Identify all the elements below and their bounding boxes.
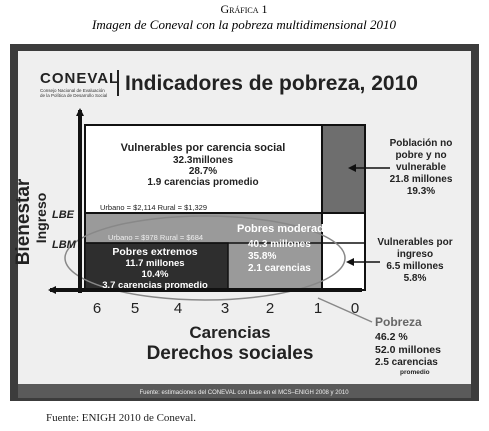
figure-title: Imagen de Coneval con la pobreza multidi… <box>91 17 396 32</box>
region-text: 35.8% <box>248 251 276 262</box>
region-text: 40.3 millones <box>248 239 311 250</box>
x-tick-label: 3 <box>221 300 229 317</box>
line-label: LBE <box>52 209 75 221</box>
pobres-moderados: Pobres moderados 40.3 millones 35.8% 2.1… <box>237 223 337 274</box>
region-text: Población no <box>390 138 453 149</box>
logo-subtitle: de la Política de Desarrollo Social <box>40 93 107 98</box>
logo-subtitle: Consejo Nacional de Evaluación <box>40 88 105 93</box>
figure-source: Fuente: ENIGH 2010 de Coneval. <box>46 412 196 424</box>
region-text: pobre y no <box>395 150 446 161</box>
region-text: 52.0 millones <box>375 344 441 356</box>
region-text: ingreso <box>397 249 433 260</box>
pobres-extremos: Pobres extremos 11.7 millones 10.4% 3.7 … <box>102 246 208 291</box>
slide-title: Indicadores de pobreza, 2010 <box>125 72 418 95</box>
y-axis-label: Bienestar <box>13 178 34 265</box>
slide-footer <box>18 384 471 398</box>
pobreza-connector <box>317 297 373 323</box>
x-tick-label: 6 <box>93 300 101 317</box>
region-text: promedio <box>400 369 430 376</box>
region-title: Pobres moderados <box>237 223 337 235</box>
region-text: 5.8% <box>404 273 427 284</box>
x-tick-label: 2 <box>266 300 274 317</box>
region-text: 2.1 carencias <box>248 263 311 274</box>
vulnerables-ingreso: Vulnerables por ingreso 6.5 millones 5.8… <box>377 237 452 284</box>
region-text: 32.3millones <box>173 155 233 166</box>
threshold-label: Urbano = $978 Rural = $684 <box>108 233 203 242</box>
x-tick-label: 4 <box>174 300 182 317</box>
region-title: Vulnerables por carencia social <box>121 142 286 154</box>
region-text: 28.7% <box>189 166 217 177</box>
region-title: Pobreza <box>375 315 422 329</box>
vulnerables-carencia: Vulnerables por carencia social 32.3mill… <box>121 142 286 188</box>
y-axis-label: Ingreso <box>33 193 49 244</box>
region-text: 2.5 carencias <box>375 357 438 368</box>
x-tick-label: 1 <box>314 300 322 317</box>
region-text: 46.2 % <box>375 331 408 343</box>
region-text: vulnerable <box>396 162 446 173</box>
x-tick-label: 0 <box>351 300 359 317</box>
pobreza: Pobreza 46.2 % 52.0 millones 2.5 carenci… <box>375 315 441 376</box>
x-axis-label: Carencias <box>189 323 270 342</box>
region-text: 21.8 millones <box>390 174 453 185</box>
region-text: Vulnerables por <box>377 237 452 248</box>
threshold-label: Urbano = $2,114 Rural = $1,329 <box>100 203 207 212</box>
x-tick-label: 5 <box>131 300 139 317</box>
slide-source: Fuente: estimaciones del CONEVAL con bas… <box>139 390 349 396</box>
line-label: LBM <box>52 239 77 251</box>
region-title: Pobres extremos <box>112 246 197 258</box>
region-text: 10.4% <box>142 269 169 280</box>
no-pobre: Población no pobre y no vulnerable 21.8 … <box>390 138 453 197</box>
region-text: 1.9 carencias promedio <box>147 177 258 188</box>
region-text: 3.7 carencias promedio <box>102 280 208 291</box>
x-axis-label: Derechos sociales <box>147 343 314 364</box>
x-ticks: 6 5 4 3 2 1 0 <box>93 300 359 317</box>
no-pobre-box <box>321 124 366 214</box>
region-text: 6.5 millones <box>386 261 444 272</box>
pobreza-ellipse <box>64 215 346 301</box>
region-text: 11.7 millones <box>125 258 184 269</box>
logo: CONEVAL <box>40 70 119 87</box>
region-text: 19.3% <box>407 186 435 197</box>
figure-label: Gráfica 1 <box>220 2 267 16</box>
